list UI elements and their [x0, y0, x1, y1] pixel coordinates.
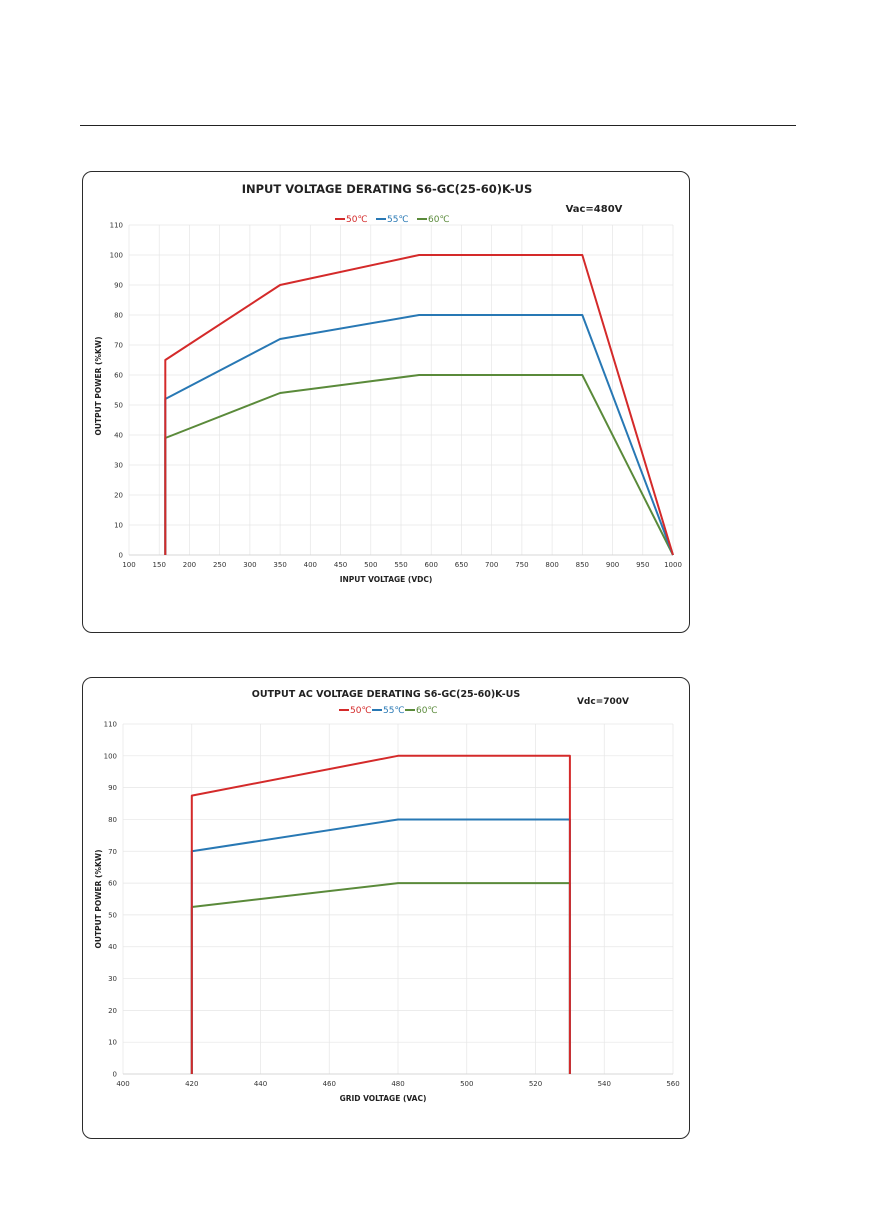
x-axis-label: GRID VOLTAGE (VAC) — [340, 1094, 427, 1103]
legend-entry: 55℃ — [387, 215, 409, 225]
y-axis-label: OUTPUT POWER (%KW) — [94, 849, 103, 948]
y-tick-label: 100 — [110, 252, 123, 260]
x-tick-label: 440 — [254, 1080, 267, 1088]
y-tick-label: 110 — [110, 222, 123, 230]
chart-annotation: Vdc=700V — [577, 697, 629, 707]
legend-entry: 60℃ — [428, 215, 450, 225]
y-tick-label: 0 — [113, 1071, 117, 1079]
x-tick-label: 350 — [273, 561, 286, 569]
x-tick-label: 700 — [485, 561, 498, 569]
y-tick-label: 100 — [104, 752, 117, 760]
x-tick-label: 750 — [515, 561, 528, 569]
y-tick-label: 70 — [114, 342, 123, 350]
x-tick-label: 650 — [455, 561, 468, 569]
y-tick-label: 60 — [108, 880, 117, 888]
chart-title: INPUT VOLTAGE DERATING S6-GC(25-60)K-US — [242, 182, 533, 196]
x-tick-label: 400 — [304, 561, 317, 569]
x-tick-label: 1000 — [664, 561, 682, 569]
legend-entry: 50℃ — [350, 706, 372, 716]
series-line-1 — [190, 754, 571, 1074]
x-tick-label: 560 — [666, 1080, 679, 1088]
y-tick-label: 10 — [114, 522, 123, 530]
y-tick-label: 60 — [114, 372, 123, 380]
x-tick-label: 200 — [183, 561, 196, 569]
legend-entry: 60℃ — [416, 706, 438, 716]
x-tick-label: 950 — [636, 561, 649, 569]
chart-title: OUTPUT AC VOLTAGE DERATING S6-GC(25-60)K… — [252, 689, 521, 700]
x-tick-label: 520 — [529, 1080, 542, 1088]
output-ac-voltage-derating-chart-panel: OUTPUT AC VOLTAGE DERATING S6-GC(25-60)K… — [82, 677, 690, 1139]
x-tick-label: 500 — [364, 561, 377, 569]
x-tick-label: 850 — [576, 561, 589, 569]
y-tick-label: 80 — [114, 312, 123, 320]
x-axis-label: INPUT VOLTAGE (VDC) — [340, 575, 433, 584]
y-tick-label: 40 — [114, 432, 123, 440]
y-tick-label: 30 — [108, 975, 117, 983]
chart-annotation: Vac=480V — [566, 204, 623, 215]
y-tick-label: 30 — [114, 462, 123, 470]
x-tick-label: 450 — [334, 561, 347, 569]
output-ac-voltage-derating-chart: OUTPUT AC VOLTAGE DERATING S6-GC(25-60)K… — [94, 689, 680, 1103]
x-tick-label: 420 — [185, 1080, 198, 1088]
y-tick-label: 110 — [104, 721, 117, 729]
y-tick-label: 10 — [108, 1039, 117, 1047]
y-tick-label: 70 — [108, 848, 117, 856]
input-voltage-derating-chart-panel: INPUT VOLTAGE DERATING S6-GC(25-60)K-US V… — [82, 171, 690, 633]
y-tick-label: 20 — [114, 492, 123, 500]
x-tick-label: 150 — [153, 561, 166, 569]
y-tick-label: 0 — [119, 552, 123, 560]
x-tick-label: 300 — [243, 561, 256, 569]
x-tick-label: 250 — [213, 561, 226, 569]
y-tick-label: 50 — [108, 911, 117, 919]
x-tick-label: 400 — [116, 1080, 129, 1088]
y-axis-label: OUTPUT POWER (%KW) — [94, 336, 103, 435]
x-tick-label: 500 — [460, 1080, 473, 1088]
y-tick-label: 50 — [114, 402, 123, 410]
y-tick-label: 90 — [114, 282, 123, 290]
legend-entry: 55℃ — [383, 706, 405, 716]
x-tick-label: 550 — [394, 561, 407, 569]
x-tick-label: 800 — [545, 561, 558, 569]
x-tick-label: 480 — [391, 1080, 404, 1088]
x-tick-label: 600 — [425, 561, 438, 569]
y-tick-label: 20 — [108, 1007, 117, 1015]
y-tick-label: 80 — [108, 816, 117, 824]
x-tick-label: 100 — [122, 561, 135, 569]
x-tick-label: 540 — [598, 1080, 611, 1088]
x-tick-label: 460 — [323, 1080, 336, 1088]
input-voltage-derating-chart: INPUT VOLTAGE DERATING S6-GC(25-60)K-US V… — [94, 182, 682, 584]
header-rule — [80, 125, 796, 126]
x-tick-label: 900 — [606, 561, 619, 569]
y-tick-label: 90 — [108, 784, 117, 792]
y-tick-label: 40 — [108, 943, 117, 951]
legend-entry: 50℃ — [346, 215, 368, 225]
series-line-1 — [164, 254, 674, 556]
